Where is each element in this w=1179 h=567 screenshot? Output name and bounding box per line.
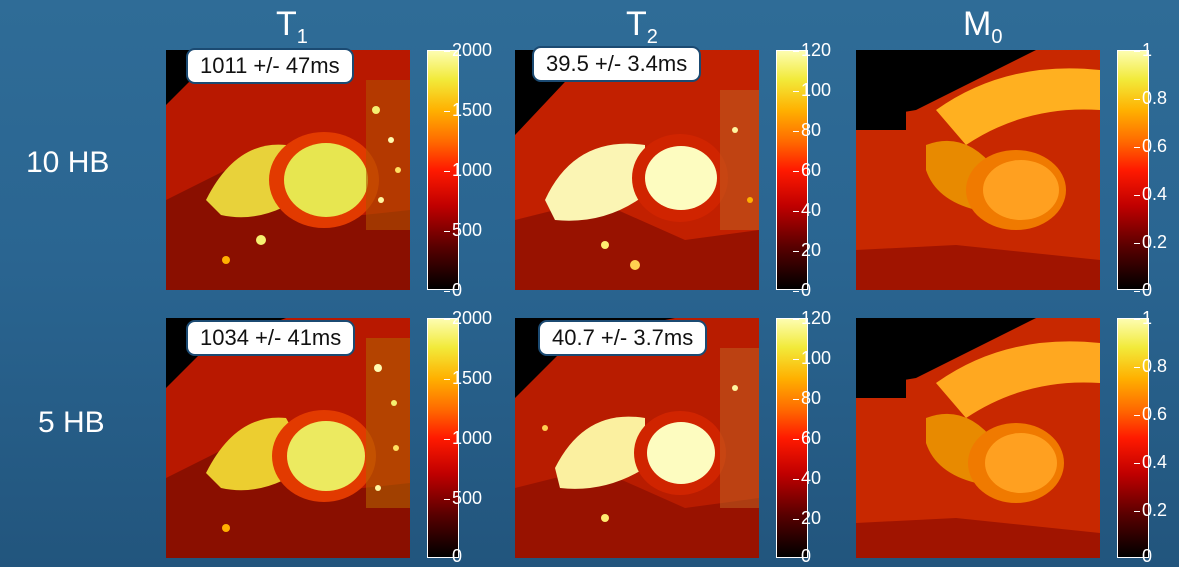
tick: 0.2 <box>1133 500 1168 520</box>
tick: 2000 <box>443 308 493 328</box>
m0-map-5hb <box>856 318 1100 558</box>
m0-header-letter: M <box>963 5 992 43</box>
tick: 1 <box>1133 308 1153 328</box>
tick: 100 <box>792 348 832 368</box>
tick: 20 <box>792 240 822 260</box>
m0-colorbar-5hb <box>1117 318 1149 558</box>
tick: 40 <box>792 468 822 488</box>
t2-map-10hb <box>515 50 759 290</box>
t1-map-5hb <box>166 318 410 558</box>
t1-map-10hb <box>166 50 410 290</box>
tick: 1 <box>1133 40 1153 60</box>
t2-map-5hb <box>515 318 759 558</box>
t1-header-sub: 1 <box>296 26 308 48</box>
tick: 1000 <box>443 428 493 448</box>
t2-colorbar-10hb <box>776 50 808 290</box>
tick: 60 <box>792 160 822 180</box>
t1-colorbar-10hb <box>427 50 459 290</box>
t1-header-letter: T <box>276 5 297 43</box>
tick: 0 <box>443 546 463 566</box>
t2-value-5hb: 40.7 +/- 3.7ms <box>538 320 708 356</box>
tick: 500 <box>443 220 483 240</box>
tick: 120 <box>792 308 832 328</box>
t2-header: T2 <box>626 4 658 57</box>
t2-header-sub: 2 <box>646 26 658 48</box>
tick: 0 <box>792 280 812 300</box>
t1-value-5hb: 1034 +/- 41ms <box>186 320 356 356</box>
tick: 40 <box>792 200 822 220</box>
tick: 120 <box>792 40 832 60</box>
tick: 60 <box>792 428 822 448</box>
m0-header: M0 <box>963 4 1002 57</box>
t1-colorbar-5hb <box>427 318 459 558</box>
tick: 0 <box>1133 546 1153 566</box>
tick: 0.2 <box>1133 232 1168 252</box>
tick: 0 <box>1133 280 1153 300</box>
t2-header-letter: T <box>626 5 647 43</box>
tick: 100 <box>792 80 832 100</box>
t1-header: T1 <box>276 4 308 57</box>
t1-value-10hb: 1011 +/- 47ms <box>186 48 354 84</box>
tick: 0.6 <box>1133 404 1168 424</box>
tick: 0.8 <box>1133 88 1168 108</box>
row-label-5hb: 5 HB <box>38 406 105 439</box>
tick: 0.6 <box>1133 136 1168 156</box>
tick: 1500 <box>443 368 493 388</box>
tick: 500 <box>443 488 483 508</box>
tick: 0 <box>443 280 463 300</box>
tick: 0.4 <box>1133 452 1168 472</box>
m0-map-10hb <box>856 50 1100 290</box>
tick: 80 <box>792 120 822 140</box>
m0-header-sub: 0 <box>991 26 1003 48</box>
t2-value-10hb: 39.5 +/- 3.4ms <box>532 46 702 82</box>
tick: 1500 <box>443 100 493 120</box>
tick: 80 <box>792 388 822 408</box>
t2-colorbar-5hb <box>776 318 808 558</box>
tick: 2000 <box>443 40 493 60</box>
tick: 0.8 <box>1133 356 1168 376</box>
tick: 1000 <box>443 160 493 180</box>
row-label-10hb: 10 HB <box>26 146 110 179</box>
tick: 0 <box>792 546 812 566</box>
tick: 0.4 <box>1133 184 1168 204</box>
tick: 20 <box>792 508 822 528</box>
m0-colorbar-10hb <box>1117 50 1149 290</box>
